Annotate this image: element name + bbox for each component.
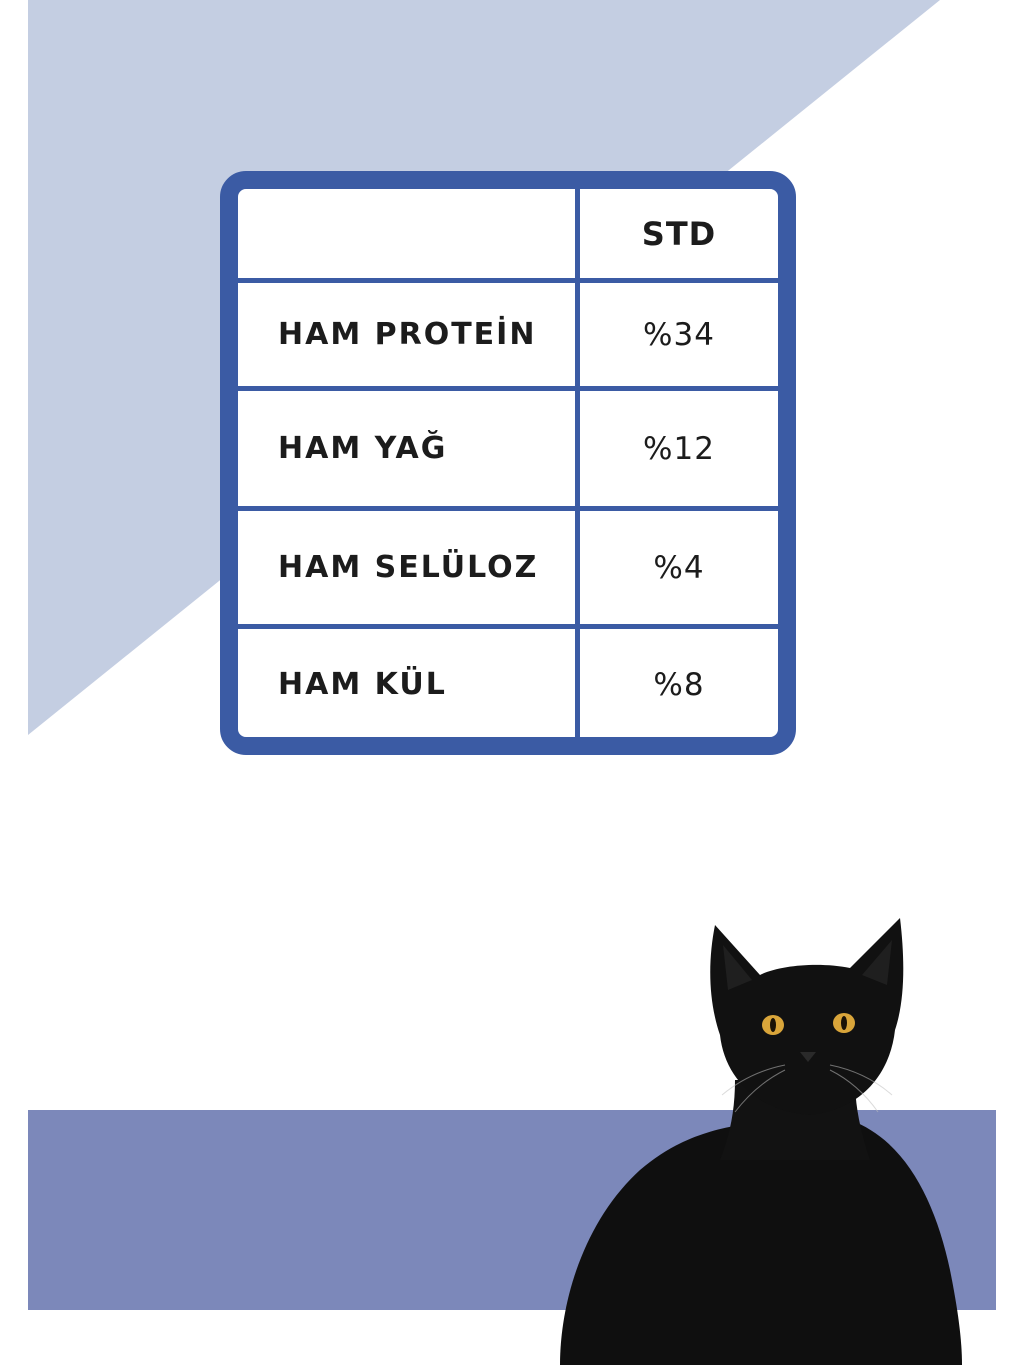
row-value-fiber: %4 (580, 511, 778, 624)
row-value-ash: %8 (580, 629, 778, 737)
cat-nose (800, 1052, 816, 1062)
black-cat-image (560, 918, 962, 1365)
cat-head (710, 918, 904, 1115)
nutrition-table: STD HAM PROTEİN %34 HAM YAĞ %12 HAM SELÜ… (220, 171, 796, 755)
row-label-protein: HAM PROTEİN (238, 283, 575, 386)
row-label-fiber: HAM SELÜLOZ (238, 511, 575, 624)
row-label-ash: HAM KÜL (238, 629, 575, 737)
row-label-fat: HAM YAĞ (238, 391, 575, 506)
cat-left-ear-inner (723, 945, 752, 990)
cat-right-ear-inner (862, 940, 892, 985)
header-empty-cell (238, 189, 575, 278)
cat-whiskers (721, 1064, 893, 1113)
nutrition-grid: STD HAM PROTEİN %34 HAM YAĞ %12 HAM SELÜ… (238, 189, 778, 737)
header-std-cell: STD (580, 189, 778, 278)
row-value-fat: %12 (580, 391, 778, 506)
row-value-protein: %34 (580, 283, 778, 386)
cat-body (560, 1120, 962, 1365)
